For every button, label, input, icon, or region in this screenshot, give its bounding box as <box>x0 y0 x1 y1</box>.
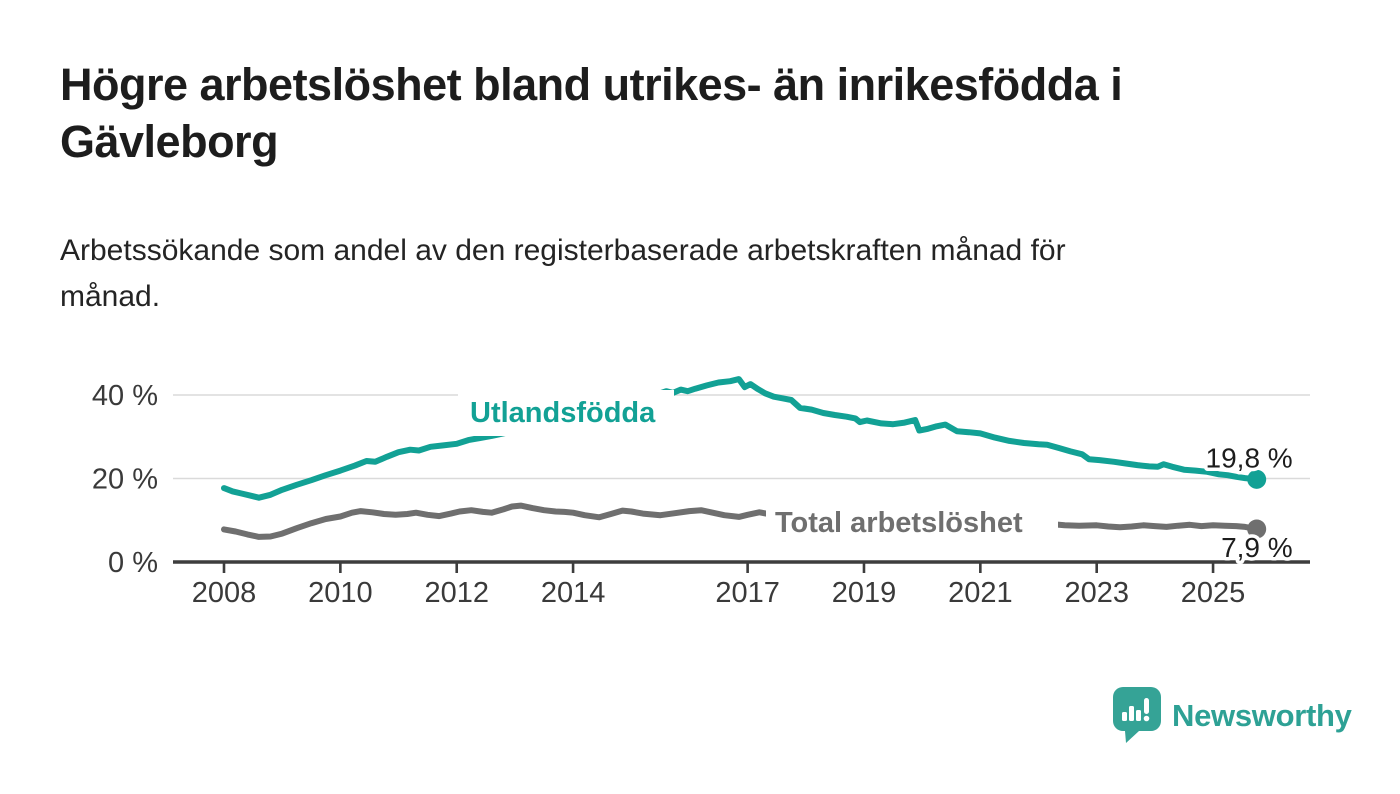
x-axis-tick-label: 2023 <box>1064 577 1129 609</box>
newsworthy-logo: Newsworthy <box>1113 687 1352 743</box>
chart-subtitle: Arbetssökande som andel av den registerb… <box>60 228 1360 320</box>
end-dot-total <box>1247 519 1267 539</box>
x-axis-tick-label: 2010 <box>308 577 373 609</box>
x-axis-tick-label: 2025 <box>1181 577 1246 609</box>
series-label-total: Total arbetslöshet <box>775 507 1023 539</box>
line-chart: 0 % 20 % 40 % 2008 2010 2012 2014 2017 2019 2021 2… <box>92 376 1310 609</box>
x-axis-tick-label: 2008 <box>192 577 257 609</box>
x-axis-tick-label: 2012 <box>424 577 489 609</box>
newsworthy-wordmark: Newsworthy <box>1172 698 1352 733</box>
y-axis-tick-label: 0 % <box>108 547 158 579</box>
x-axis-tick-label: 2017 <box>715 577 780 609</box>
y-axis-tick-label: 40 % <box>92 380 158 412</box>
chart-subtitle-line-1: Arbetssökande som andel av den registerb… <box>60 234 1066 267</box>
x-axis-tick-label: 2019 <box>832 577 897 609</box>
chart-title: Högre arbetslöshet bland utrikes- än inr… <box>60 56 1360 170</box>
speech-bubble-bar-chart-icon <box>1113 687 1161 743</box>
end-value-label-utlandsfodda: 19,8 % <box>1206 442 1293 473</box>
chart-title-line-2: Gävleborg <box>60 116 279 167</box>
chart-subtitle-line-2: månad. <box>60 280 161 313</box>
end-value-label-total: 7,9 % <box>1221 532 1293 563</box>
series-label-mask-utlandsfodda <box>458 390 674 436</box>
series-label-utlandsfodda: Utlandsfödda <box>470 397 656 429</box>
x-axis-tick-label: 2021 <box>948 577 1013 609</box>
series-label-mask-total <box>766 502 1058 540</box>
x-axis-tick-label: 2014 <box>541 577 606 609</box>
end-dot-utlandsfodda <box>1247 469 1267 489</box>
series-line-utlandsfodda <box>221 376 1260 501</box>
chart-title-line-1: Högre arbetslöshet bland utrikes- än inr… <box>60 59 1123 110</box>
series-line-total <box>221 502 1260 540</box>
y-axis-tick-label: 20 % <box>92 464 158 496</box>
